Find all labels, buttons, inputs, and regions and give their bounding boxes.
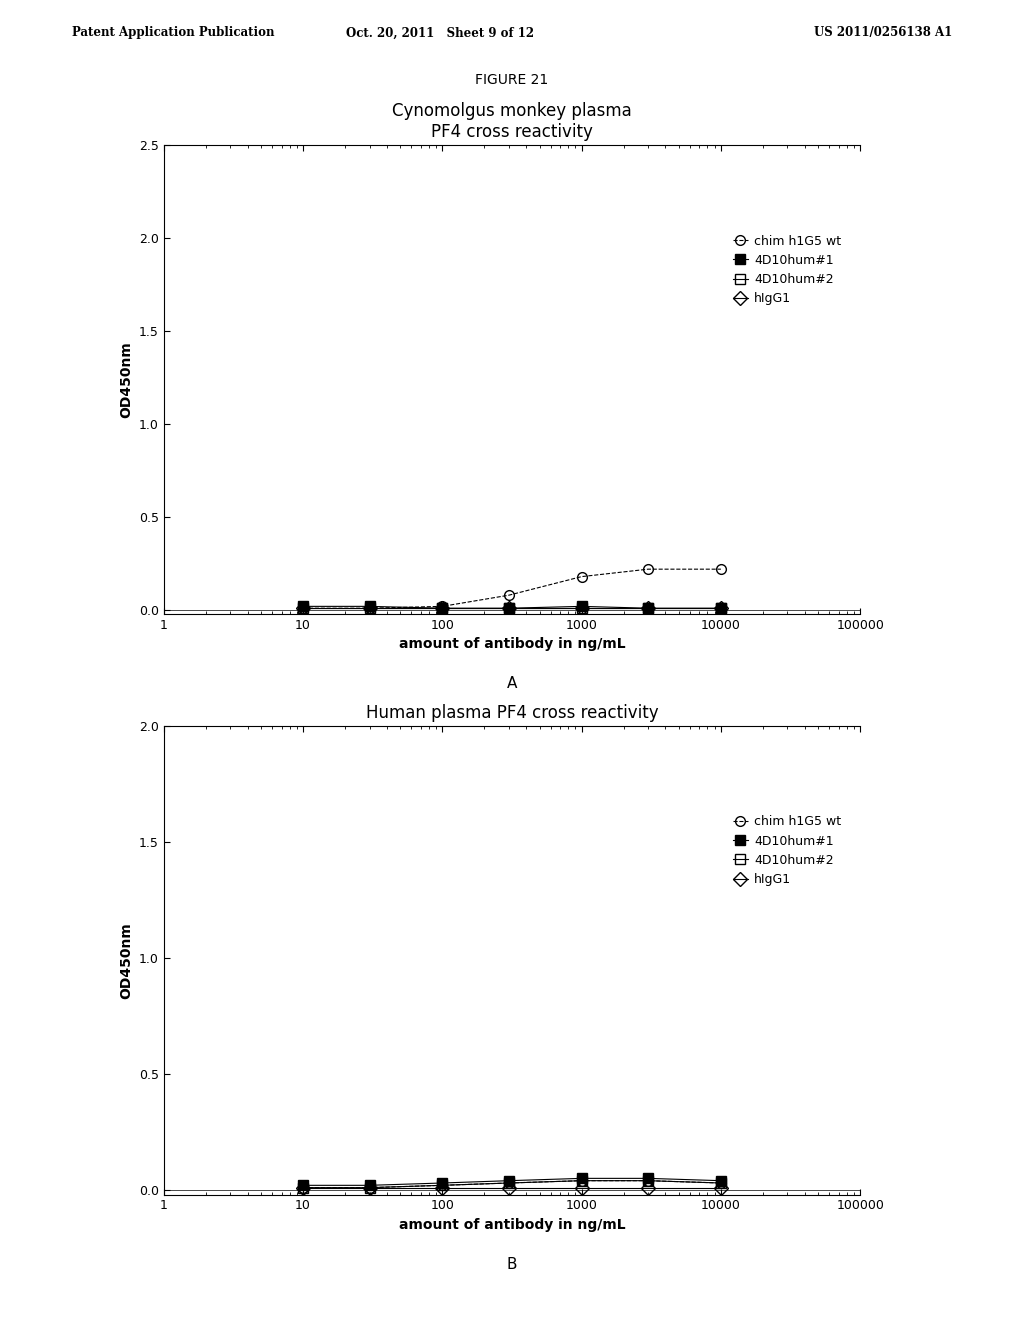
hIgG1 xyxy=(503,601,515,616)
hIgG1 xyxy=(575,1180,588,1196)
chim h1G5 wt xyxy=(297,1180,309,1196)
4D10hum#1 xyxy=(642,601,654,616)
chim h1G5 wt xyxy=(436,598,449,614)
4D10hum#2 xyxy=(297,1180,309,1196)
Line: hIgG1: hIgG1 xyxy=(298,603,726,612)
chim h1G5 wt xyxy=(575,569,588,585)
Title: Human plasma PF4 cross reactivity: Human plasma PF4 cross reactivity xyxy=(366,704,658,722)
4D10hum#2 xyxy=(503,1175,515,1191)
4D10hum#1 xyxy=(503,1172,515,1188)
Y-axis label: OD450nm: OD450nm xyxy=(120,341,133,418)
Line: hIgG1: hIgG1 xyxy=(298,1183,726,1192)
4D10hum#1 xyxy=(364,1177,376,1193)
4D10hum#1 xyxy=(297,598,309,614)
Line: 4D10hum#1: 4D10hum#1 xyxy=(298,1173,726,1191)
Text: A: A xyxy=(507,676,517,690)
hIgG1 xyxy=(297,1180,309,1196)
hIgG1 xyxy=(364,1180,376,1196)
4D10hum#2 xyxy=(436,601,449,616)
chim h1G5 wt xyxy=(436,1177,449,1193)
chim h1G5 wt xyxy=(364,601,376,616)
X-axis label: amount of antibody in ng/mL: amount of antibody in ng/mL xyxy=(398,1218,626,1232)
Text: Patent Application Publication: Patent Application Publication xyxy=(72,26,274,40)
hIgG1 xyxy=(436,1180,449,1196)
hIgG1 xyxy=(642,601,654,616)
Text: Oct. 20, 2011   Sheet 9 of 12: Oct. 20, 2011 Sheet 9 of 12 xyxy=(346,26,535,40)
Legend: chim h1G5 wt, 4D10hum#1, 4D10hum#2, hIgG1: chim h1G5 wt, 4D10hum#1, 4D10hum#2, hIgG… xyxy=(728,810,846,891)
4D10hum#2 xyxy=(364,601,376,616)
chim h1G5 wt xyxy=(642,1172,654,1188)
chim h1G5 wt xyxy=(364,1180,376,1196)
hIgG1 xyxy=(715,601,727,616)
Legend: chim h1G5 wt, 4D10hum#1, 4D10hum#2, hIgG1: chim h1G5 wt, 4D10hum#1, 4D10hum#2, hIgG… xyxy=(728,230,846,310)
chim h1G5 wt xyxy=(297,601,309,616)
4D10hum#1 xyxy=(575,1171,588,1187)
4D10hum#2 xyxy=(503,601,515,616)
4D10hum#2 xyxy=(364,1180,376,1196)
4D10hum#1 xyxy=(297,1177,309,1193)
4D10hum#1 xyxy=(715,1172,727,1188)
4D10hum#1 xyxy=(642,1171,654,1187)
Line: 4D10hum#2: 4D10hum#2 xyxy=(298,603,726,612)
4D10hum#2 xyxy=(575,1172,588,1188)
4D10hum#2 xyxy=(715,1175,727,1191)
hIgG1 xyxy=(575,601,588,616)
4D10hum#2 xyxy=(575,601,588,616)
Line: 4D10hum#2: 4D10hum#2 xyxy=(298,1176,726,1192)
chim h1G5 wt xyxy=(503,1175,515,1191)
X-axis label: amount of antibody in ng/mL: amount of antibody in ng/mL xyxy=(398,638,626,651)
Line: chim h1G5 wt: chim h1G5 wt xyxy=(298,565,726,612)
chim h1G5 wt xyxy=(642,561,654,577)
Y-axis label: OD450nm: OD450nm xyxy=(120,921,133,999)
hIgG1 xyxy=(715,1180,727,1196)
chim h1G5 wt xyxy=(715,561,727,577)
Text: US 2011/0256138 A1: US 2011/0256138 A1 xyxy=(814,26,952,40)
4D10hum#1 xyxy=(436,1175,449,1191)
hIgG1 xyxy=(364,601,376,616)
4D10hum#2 xyxy=(297,601,309,616)
hIgG1 xyxy=(503,1180,515,1196)
4D10hum#2 xyxy=(642,1172,654,1188)
hIgG1 xyxy=(436,601,449,616)
4D10hum#1 xyxy=(364,598,376,614)
chim h1G5 wt xyxy=(575,1172,588,1188)
Text: FIGURE 21: FIGURE 21 xyxy=(475,73,549,87)
4D10hum#2 xyxy=(436,1177,449,1193)
4D10hum#2 xyxy=(642,601,654,616)
4D10hum#1 xyxy=(503,601,515,616)
4D10hum#1 xyxy=(715,601,727,616)
Line: 4D10hum#1: 4D10hum#1 xyxy=(298,602,726,612)
4D10hum#1 xyxy=(575,598,588,614)
chim h1G5 wt xyxy=(715,1175,727,1191)
Title: Cynomolgus monkey plasma
PF4 cross reactivity: Cynomolgus monkey plasma PF4 cross react… xyxy=(392,102,632,141)
chim h1G5 wt xyxy=(503,587,515,603)
4D10hum#1 xyxy=(436,601,449,616)
hIgG1 xyxy=(297,601,309,616)
Line: chim h1G5 wt: chim h1G5 wt xyxy=(298,1176,726,1192)
Text: B: B xyxy=(507,1257,517,1271)
4D10hum#2 xyxy=(715,601,727,616)
hIgG1 xyxy=(642,1180,654,1196)
